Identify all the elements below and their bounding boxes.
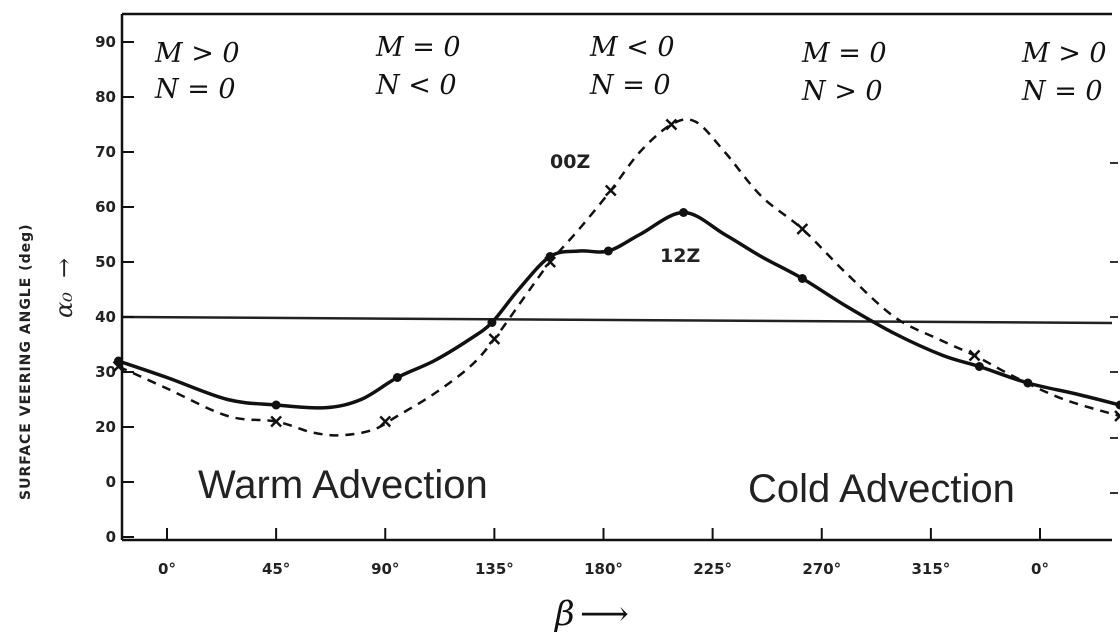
series-line-12z [117, 210, 1120, 410]
series-marker-12z [1023, 378, 1033, 388]
y-tick-label: 80 [95, 88, 116, 106]
series-marker-00z [488, 333, 501, 345]
series-marker-12z [392, 373, 402, 382]
regime-2-m: M = 0 [375, 32, 461, 63]
x-tick-label: 0° [1031, 560, 1049, 578]
y-tick-label: 0 [106, 528, 116, 546]
plot-frame [120, 12, 1118, 542]
marker-stroke [379, 415, 392, 428]
series-marker-00z [604, 184, 617, 197]
marker-stroke [1114, 414, 1120, 422]
marker-stroke [270, 415, 283, 428]
series-marker-12z [603, 246, 613, 256]
regime-1-m: M > 0 [154, 38, 240, 69]
x-tick-label: 0° [158, 560, 176, 578]
y-tick-label: 60 [95, 198, 116, 216]
regime-labels: M > 0 N = 0 M = 0 N < 0 M < 0 N = 0 M = … [154, 32, 1107, 107]
y-tick-label: 20 [95, 418, 116, 436]
marker-stroke [604, 184, 617, 197]
y-axis-symbol: α₀ [50, 292, 78, 318]
series-marker-12z [679, 208, 689, 217]
regime-5-m: M > 0 [1021, 38, 1107, 69]
marker-stroke [488, 333, 501, 345]
x-tick-label: 315° [911, 560, 950, 578]
regime-3-n: N = 0 [589, 70, 671, 101]
warm-advection-label: Warm Advection [198, 463, 488, 507]
series-marker-12z [1115, 400, 1120, 410]
x-tick-label: 180° [584, 560, 623, 578]
regime-2-n: N < 0 [375, 70, 457, 101]
x-tick-label: 225° [693, 560, 732, 578]
y-tick-label: 0 [106, 473, 116, 491]
series-marker-00z [796, 223, 809, 235]
cold-advection-label: Cold Advection [748, 467, 1015, 511]
reference-line-group [121, 315, 1113, 325]
y-axis-arrow: → [50, 258, 78, 278]
series-marker-00z [1114, 410, 1120, 422]
marker-stroke [796, 223, 809, 235]
x-tick-label: 270° [802, 560, 841, 578]
marker-stroke [968, 349, 981, 362]
series-marker-12z [974, 362, 984, 371]
marker-stroke [1114, 410, 1120, 418]
series-marker-12z [797, 274, 807, 283]
series-line-00z [117, 118, 1120, 437]
marker-stroke [665, 118, 678, 131]
series-marker-00z [968, 349, 981, 362]
x-tick-label: 90° [371, 560, 399, 578]
y-tick-label: 70 [95, 143, 116, 161]
series-marker-00z [665, 118, 678, 131]
x-tick-label: 135° [475, 560, 514, 578]
y-tick-label: 40 [95, 308, 116, 326]
series-marker-12z [271, 400, 281, 410]
y-tick-label: 30 [95, 363, 116, 381]
regime-3-m: M < 0 [589, 32, 675, 63]
regime-4-n: N > 0 [801, 76, 883, 107]
x-axis-label: β [553, 594, 575, 634]
series-marker-00z [379, 415, 392, 428]
annotation-group: SURFACE VEERING ANGLE (deg) α₀ → β ⟶ War… [18, 151, 1015, 634]
series-label-12z: 12Z [660, 245, 700, 267]
x-tick-label: 45° [262, 560, 290, 578]
series-label-00z: 00Z [550, 151, 590, 173]
y-tick-label: 90 [95, 33, 116, 51]
series-marker-12z [487, 318, 497, 327]
regime-5-n: N = 0 [1021, 76, 1103, 107]
y-tick-label: 50 [95, 253, 116, 271]
reference-line-40 [121, 315, 1113, 325]
y-axis-ticks: 0 0 20 30 40 50 60 70 80 90 [95, 33, 134, 546]
series-marker-12z [545, 252, 555, 261]
series-marker-12z [114, 356, 123, 366]
regime-1-n: N = 0 [154, 74, 236, 105]
series-marker-00z [270, 415, 283, 428]
regime-4-m: M = 0 [801, 38, 887, 69]
series-group [112, 118, 1120, 437]
y-axis-label: SURFACE VEERING ANGLE (deg) [18, 223, 34, 500]
x-axis-arrow: ⟶ [580, 594, 629, 634]
x-axis-ticks: 0° 45° 90° 135° 180° 225° 270° 315° 0° [158, 528, 1049, 578]
